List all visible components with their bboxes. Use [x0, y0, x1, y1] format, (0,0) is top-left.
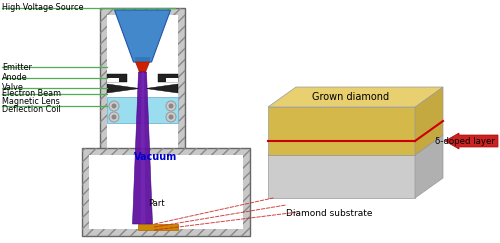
- Polygon shape: [107, 84, 140, 93]
- Polygon shape: [268, 87, 443, 107]
- Polygon shape: [415, 87, 443, 155]
- Circle shape: [112, 104, 116, 109]
- Text: Diamond substrate: Diamond substrate: [286, 209, 373, 218]
- Polygon shape: [268, 107, 415, 155]
- Bar: [107, 74, 127, 82]
- Bar: [107, 15, 178, 149]
- Text: Emitter: Emitter: [2, 62, 32, 71]
- Text: Grown diamond: Grown diamond: [312, 92, 390, 102]
- Bar: [138, 224, 178, 230]
- Polygon shape: [415, 135, 443, 198]
- Bar: [100, 8, 185, 156]
- Circle shape: [168, 104, 173, 109]
- Text: Part: Part: [148, 199, 164, 208]
- Circle shape: [166, 101, 176, 111]
- Text: Magnetic Lens: Magnetic Lens: [2, 97, 60, 106]
- Bar: [89, 155, 243, 229]
- FancyArrow shape: [445, 133, 498, 149]
- Polygon shape: [268, 135, 443, 155]
- Polygon shape: [146, 84, 178, 93]
- Bar: [82, 148, 250, 236]
- Circle shape: [168, 114, 173, 120]
- Bar: [166, 78, 178, 82]
- Circle shape: [109, 112, 119, 122]
- Polygon shape: [134, 57, 150, 62]
- Polygon shape: [114, 10, 170, 62]
- Bar: [82, 148, 250, 236]
- Text: Electron Beam: Electron Beam: [2, 89, 61, 98]
- Text: Deflection Coil: Deflection Coil: [2, 105, 61, 114]
- Polygon shape: [140, 72, 145, 224]
- Polygon shape: [268, 155, 415, 198]
- Polygon shape: [136, 62, 149, 72]
- Bar: [107, 78, 119, 82]
- Circle shape: [109, 101, 119, 111]
- Circle shape: [166, 112, 176, 122]
- Text: Valve: Valve: [2, 84, 24, 93]
- Bar: [107, 97, 178, 123]
- Bar: [100, 8, 185, 156]
- Text: Vacuum: Vacuum: [134, 152, 178, 162]
- Text: Anode: Anode: [2, 73, 28, 83]
- Polygon shape: [132, 72, 152, 224]
- Text: δ-doped layer: δ-doped layer: [435, 137, 495, 146]
- Text: High Voltage Source: High Voltage Source: [2, 3, 84, 12]
- Bar: [158, 74, 178, 82]
- Circle shape: [112, 114, 116, 120]
